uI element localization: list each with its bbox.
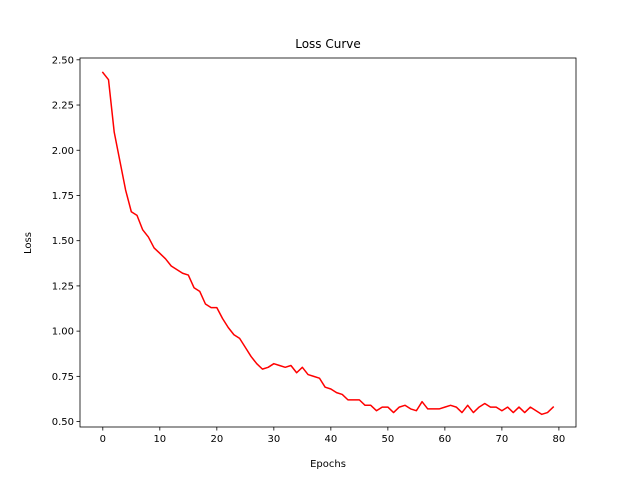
loss-series-line — [101, 71, 555, 416]
x-tick-label: 50 — [381, 434, 394, 445]
x-tick-label: 40 — [324, 434, 337, 445]
y-tick-label: 1.75 — [52, 191, 74, 202]
y-tick-label: 1.25 — [52, 281, 74, 292]
y-tick-label: 2.00 — [52, 146, 74, 157]
x-axis-label: Epochs — [310, 459, 346, 470]
plot-area: 0 10 20 30 40 50 60 70 80 0.50 0.75 1.00 1.25 1.50 1.7… — [52, 55, 577, 445]
y-tick-label: 1.50 — [52, 236, 74, 247]
chart-title: Loss Curve — [295, 37, 361, 51]
y-tick-label: 2.50 — [52, 55, 74, 66]
x-tick-label: 80 — [553, 434, 566, 445]
x-tick-label: 20 — [210, 434, 223, 445]
x-tick-label: 30 — [267, 434, 280, 445]
y-tick-label: 0.75 — [52, 372, 74, 383]
x-tick-label: 70 — [496, 434, 509, 445]
x-tick-label: 10 — [153, 434, 166, 445]
axes-frame — [79, 57, 577, 428]
x-tick-label: 0 — [100, 434, 106, 445]
y-tick-label: 0.50 — [52, 417, 74, 428]
y-tick-label: 1.00 — [52, 327, 74, 338]
y-axis-label: Loss — [23, 232, 34, 254]
x-tick-label: 60 — [439, 434, 452, 445]
y-tick-label: 2.25 — [52, 101, 74, 112]
